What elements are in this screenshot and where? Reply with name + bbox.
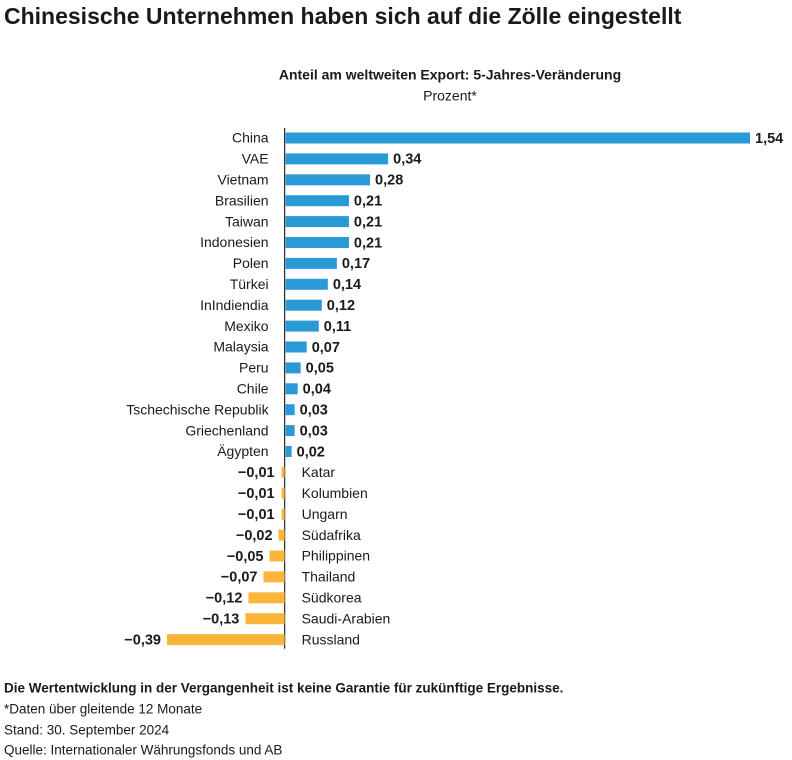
value-label: 0,14: [333, 277, 361, 293]
category-label: Vietnam: [217, 172, 268, 188]
bar: [285, 446, 292, 457]
category-label: Malaysia: [213, 339, 268, 355]
footnote: Stand: 30. September 2024: [4, 723, 170, 738]
value-label: 0,04: [303, 382, 331, 398]
value-label: −0,01: [238, 507, 275, 523]
category-label: Tschechische Republik: [126, 401, 269, 417]
category-label: Polen: [233, 255, 269, 271]
value-label: 0,17: [342, 256, 370, 272]
category-label: Saudi-Arabien: [302, 610, 391, 626]
value-label: −0,02: [236, 528, 273, 544]
category-label: Taiwan: [225, 213, 269, 229]
category-label: Ungarn: [302, 506, 348, 522]
category-label: Ägypten: [217, 443, 268, 459]
value-label: 0,02: [297, 444, 325, 460]
chart-subtitle: Anteil am weltweiten Export: 5-Jahres-Ve…: [279, 67, 621, 83]
value-label: 0,28: [375, 173, 403, 189]
category-label: Kolumbien: [302, 485, 368, 501]
value-label: 0,03: [300, 423, 328, 439]
bar: [248, 592, 285, 604]
bar: [281, 487, 285, 499]
value-label: −0,01: [238, 465, 275, 481]
value-label: 0,21: [354, 194, 382, 210]
bar: [278, 529, 285, 541]
bar: [285, 278, 328, 290]
chart-title: Chinesische Unternehmen haben sich auf d…: [4, 3, 682, 29]
category-label: Südafrika: [302, 527, 361, 543]
category-label: Thailand: [302, 569, 356, 585]
bar: [285, 299, 322, 311]
bar: [285, 425, 295, 437]
bar: [285, 362, 301, 374]
bar: [285, 341, 307, 353]
category-label: Philippinen: [302, 548, 371, 564]
category-label: VAE: [242, 151, 269, 167]
category-label: Katar: [302, 464, 336, 480]
footnote: Die Wertentwicklung in der Vergangenheit…: [4, 681, 563, 696]
bar: [245, 613, 285, 625]
bar: [167, 634, 285, 646]
bar: [281, 508, 285, 520]
bar: [285, 132, 750, 144]
value-label: 0,05: [306, 361, 334, 377]
value-label: 0,21: [354, 235, 382, 251]
value-label: −0,05: [227, 549, 264, 565]
bar: [285, 320, 319, 332]
bar: [285, 174, 371, 186]
category-label: Griechenland: [185, 422, 268, 438]
value-label: 0,11: [324, 319, 351, 335]
value-label: 0,07: [312, 340, 340, 356]
value-label: 0,12: [327, 298, 355, 314]
bar: [269, 550, 285, 562]
category-label: Türkei: [230, 276, 269, 292]
bar: [285, 383, 298, 395]
value-label: −0,39: [124, 632, 161, 648]
value-label: 1,54: [755, 131, 783, 147]
category-label: China: [232, 130, 269, 146]
value-label: 0,34: [393, 152, 421, 168]
category-label: Chile: [237, 381, 269, 397]
value-label: −0,12: [206, 591, 243, 607]
bar: [285, 237, 349, 248]
category-label: Mexiko: [224, 318, 269, 334]
value-label: −0,07: [221, 570, 258, 586]
bar: [285, 153, 389, 165]
category-label: Peru: [239, 360, 269, 376]
bar: [263, 571, 285, 583]
value-label: −0,13: [203, 612, 240, 628]
unit-label: Prozent*: [423, 88, 477, 104]
value-label: −0,01: [238, 486, 275, 502]
bar: [285, 257, 337, 269]
category-label: Südkorea: [302, 590, 362, 606]
category-label: InIndiendia: [200, 297, 269, 313]
category-label: Brasilien: [215, 192, 269, 208]
category-label: Indonesien: [200, 234, 269, 250]
value-label: 0,21: [354, 214, 382, 230]
bar: [285, 195, 349, 207]
footnote: *Daten über gleitende 12 Monate: [4, 702, 202, 717]
bar: [281, 466, 285, 478]
bar: [285, 404, 295, 416]
footnote: Quelle: Internationaler Währungsfonds un…: [4, 743, 282, 758]
bar: [285, 216, 349, 228]
value-label: 0,03: [300, 403, 328, 419]
category-label: Russland: [302, 631, 360, 647]
